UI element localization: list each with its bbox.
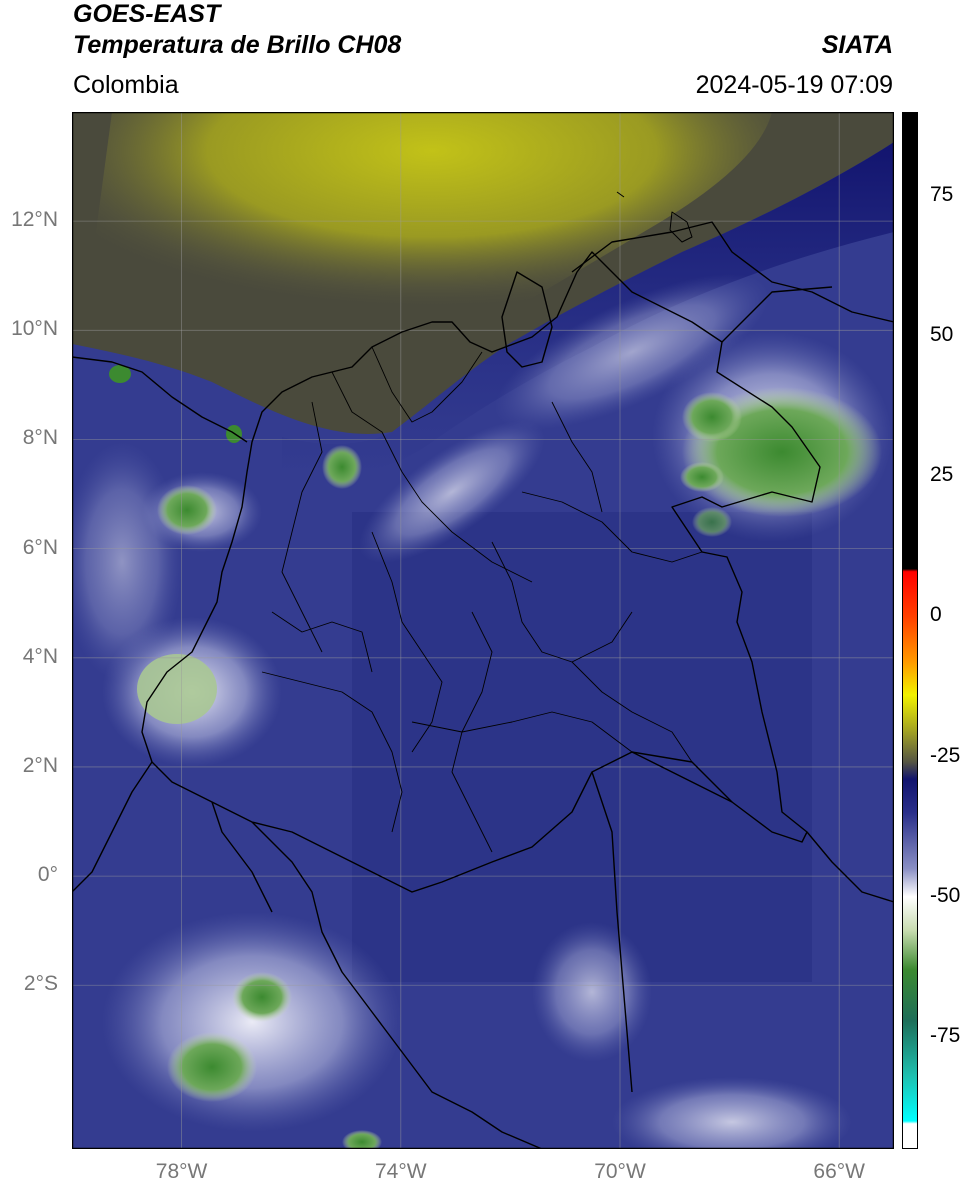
convective-cell-north (322, 445, 362, 489)
convective-cell-coast (137, 654, 217, 724)
timestamp-label: 2024-05-19 07:09 (695, 71, 893, 99)
moisture-front (282, 142, 894, 477)
lat-tick-label: 0° (37, 863, 58, 887)
convective-cell-sw (232, 972, 292, 1022)
lon-tick-label: 78°W (155, 1160, 208, 1183)
dept-12 (271, 611, 373, 673)
lon-tick-label: 74°W (375, 1160, 427, 1183)
title-line-1: GOES-EAST (73, 0, 221, 28)
graticule (72, 112, 894, 1149)
dept-11 (551, 401, 603, 513)
dept-5 (371, 531, 443, 753)
convective-cell-east-4 (692, 507, 732, 537)
lat-tick-label: 12°N (11, 208, 58, 232)
lon-tick-label: 66°W (813, 1160, 865, 1183)
cloud-southwest-white (102, 912, 402, 1132)
colombia-lowland-band (352, 512, 812, 982)
dept-2 (281, 401, 323, 653)
colorbar-tick-label: -25 (930, 743, 961, 767)
title-line-2: Temperatura de Brillo CH08 (73, 31, 402, 59)
colorbar-tick-label: -50 (930, 883, 961, 907)
brightness-temperature-map (72, 112, 894, 1149)
organization-label: SIATA (821, 31, 893, 59)
cloud-central-streak (359, 420, 545, 564)
dept-4 (491, 541, 633, 663)
venezuela-border (571, 221, 894, 343)
colorbar (902, 112, 918, 1149)
lat-tick-label: 6°N (22, 535, 58, 559)
lat-tick-label: 2°S (23, 972, 58, 996)
lon-tick-label: 70°W (594, 1160, 646, 1183)
lat-tick-label: 4°N (22, 644, 58, 668)
lake-maracaibo (501, 271, 553, 368)
colorbar-tick-label: 0 (930, 603, 942, 627)
cloud-west-streaks (72, 442, 182, 682)
brazil-border (591, 771, 894, 1093)
colorbar-tick-label: 25 (930, 463, 954, 487)
cloud-field (72, 112, 894, 1149)
colorbar-tick-label: -75 (930, 1023, 961, 1047)
convective-cell-east-3 (680, 462, 724, 492)
colorbar-tick-label: 50 (930, 323, 954, 347)
panama-coast (72, 356, 248, 443)
cold-cloud-tops (109, 365, 882, 1149)
convective-cell-panama (109, 365, 131, 383)
dept-8 (261, 671, 403, 833)
dept-7 (411, 711, 633, 753)
cloud-south-white (532, 922, 652, 1062)
lat-tick-label: 8°N (22, 426, 58, 450)
map-frame (72, 112, 894, 1149)
cloud-ne-streak (494, 274, 770, 430)
lat-tick-label: 10°N (11, 317, 58, 341)
convective-cell-south (342, 1130, 382, 1149)
dept-9 (521, 491, 703, 563)
cloud-southeast-white (612, 1077, 852, 1149)
dept-1 (331, 371, 533, 583)
dept-10 (571, 661, 693, 763)
convective-cell-sw-2 (167, 1032, 257, 1102)
region-label: Colombia (73, 71, 179, 99)
colorbar-tick-label: 75 (930, 183, 954, 207)
lat-tick-label: 2°N (22, 753, 58, 777)
ecuador-border (72, 761, 273, 913)
colorbar-frame (902, 112, 918, 1149)
aruba-coast (616, 191, 693, 243)
convective-cell-pacific (157, 485, 217, 535)
dept-3 (371, 346, 483, 423)
boundaries (72, 191, 894, 1149)
convective-cell-east-2 (682, 392, 742, 442)
dry-air-olive-core (92, 112, 772, 372)
colorbar-fill (902, 112, 918, 1149)
